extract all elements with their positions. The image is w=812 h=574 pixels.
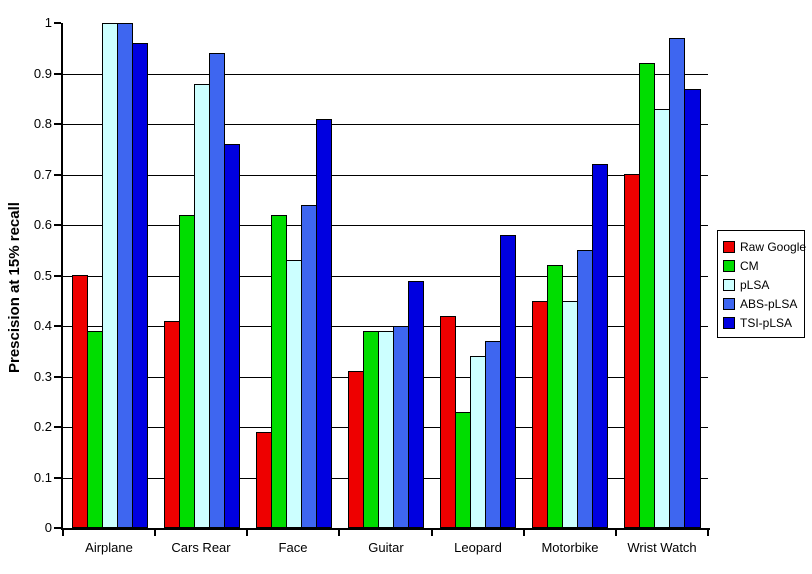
- y-tick-label: 0.5: [33, 268, 52, 283]
- bar-abs-plsa-guitar: [393, 326, 409, 528]
- bar-tsi-plsa-wrist-watch: [684, 89, 701, 528]
- bar-cm-leopard: [455, 412, 471, 528]
- bar-raw-google-face: [256, 432, 272, 528]
- bar-plsa-wrist-watch: [654, 109, 670, 528]
- category-label-leopard: Leopard: [454, 540, 502, 555]
- legend-item-cm: CM: [723, 256, 804, 275]
- y-tick-label: 0.3: [33, 369, 52, 384]
- y-tick: [54, 376, 61, 378]
- bar-tsi-plsa-cars-rear: [224, 144, 240, 528]
- bar-plsa-leopard: [470, 356, 486, 528]
- bar-tsi-plsa-face: [316, 119, 332, 528]
- x-tick: [154, 530, 156, 536]
- gridline: [63, 276, 708, 277]
- bar-plsa-motorbike: [562, 301, 578, 528]
- bar-raw-google-cars-rear: [164, 321, 180, 528]
- y-tick-label: 0.7: [33, 167, 52, 182]
- legend-label: Raw Google: [740, 239, 807, 254]
- bar-cm-airplane: [87, 331, 103, 528]
- bar-cm-cars-rear: [179, 215, 195, 528]
- y-tick-label: 0: [44, 520, 52, 535]
- bar-abs-plsa-cars-rear: [209, 53, 225, 528]
- y-tick: [54, 224, 61, 226]
- bar-raw-google-wrist-watch: [624, 174, 640, 528]
- legend-item-plsa: pLSA: [723, 275, 804, 294]
- bar-abs-plsa-face: [301, 205, 317, 528]
- bar-abs-plsa-motorbike: [577, 250, 593, 528]
- bar-abs-plsa-wrist-watch: [669, 38, 685, 528]
- bar-tsi-plsa-guitar: [408, 281, 424, 528]
- legend-label: CM: [740, 258, 759, 273]
- gridline: [63, 326, 708, 327]
- x-tick: [615, 530, 617, 536]
- legend: Raw Google CM pLSA ABS-pLSA TSI-pLSA: [717, 230, 807, 338]
- x-tick: [338, 530, 340, 536]
- legend-label: TSI-pLSA: [740, 315, 793, 330]
- category-label-guitar: Guitar: [368, 540, 404, 555]
- y-tick: [54, 174, 61, 176]
- legend-swatch-icon: [723, 278, 735, 291]
- legend-label: ABS-pLSA: [740, 296, 798, 311]
- legend-swatch-icon: [723, 240, 735, 253]
- bar-raw-google-motorbike: [532, 301, 548, 528]
- bar-raw-google-guitar: [348, 371, 364, 528]
- gridline: [63, 74, 708, 75]
- legend-swatch-icon: [723, 316, 735, 329]
- legend-item-tsi-plsa: TSI-pLSA: [723, 313, 804, 332]
- bar-cm-face: [271, 215, 287, 528]
- y-tick-label: 1: [44, 15, 52, 30]
- bar-tsi-plsa-airplane: [132, 43, 148, 528]
- x-tick: [431, 530, 433, 536]
- y-tick: [54, 325, 61, 327]
- bar-tsi-plsa-motorbike: [592, 164, 608, 528]
- gridline: [63, 175, 708, 176]
- x-tick: [62, 530, 64, 536]
- bar-cm-motorbike: [547, 265, 563, 528]
- bar-cm-wrist-watch: [639, 63, 655, 528]
- bar-plsa-face: [286, 260, 302, 528]
- legend-swatch-icon: [723, 259, 735, 272]
- y-tick: [54, 123, 61, 125]
- bar-plsa-cars-rear: [194, 84, 210, 528]
- x-tick: [246, 530, 248, 536]
- y-tick-label: 0.9: [33, 66, 52, 81]
- bar-tsi-plsa-leopard: [500, 235, 516, 528]
- y-tick-label: 0.4: [33, 318, 52, 333]
- category-label-wrist-watch: Wrist Watch: [627, 540, 697, 555]
- bar-cm-guitar: [363, 331, 379, 528]
- y-tick: [54, 527, 61, 529]
- legend-item-abs-plsa: ABS-pLSA: [723, 294, 804, 313]
- x-tick: [707, 530, 709, 536]
- x-axis-line: [61, 528, 710, 530]
- y-tick-label: 0.8: [33, 116, 52, 131]
- legend-swatch-icon: [723, 297, 735, 310]
- category-label-cars-rear: Cars Rear: [171, 540, 231, 555]
- bar-raw-google-airplane: [72, 275, 88, 528]
- category-label-airplane: Airplane: [85, 540, 133, 555]
- bar-plsa-airplane: [102, 23, 118, 528]
- y-axis-title: Prescision at 15% recall: [6, 202, 23, 374]
- y-axis-line: [61, 23, 63, 530]
- bar-abs-plsa-leopard: [485, 341, 501, 528]
- y-tick-label: 0.1: [33, 470, 52, 485]
- x-tick: [523, 530, 525, 536]
- bar-raw-google-leopard: [440, 316, 456, 528]
- y-tick: [54, 477, 61, 479]
- gridline: [63, 225, 708, 226]
- y-tick: [54, 426, 61, 428]
- y-tick: [54, 275, 61, 277]
- gridline: [63, 124, 708, 125]
- bar-abs-plsa-airplane: [117, 23, 133, 528]
- y-tick-label: 0.6: [33, 217, 52, 232]
- y-tick: [54, 22, 61, 24]
- y-tick-label: 0.2: [33, 419, 52, 434]
- legend-item-raw-google: Raw Google: [723, 237, 807, 256]
- category-label-face: Face: [278, 540, 308, 555]
- y-tick: [54, 73, 61, 75]
- bar-plsa-guitar: [378, 331, 394, 528]
- legend-label: pLSA: [740, 277, 770, 292]
- category-label-motorbike: Motorbike: [541, 540, 599, 555]
